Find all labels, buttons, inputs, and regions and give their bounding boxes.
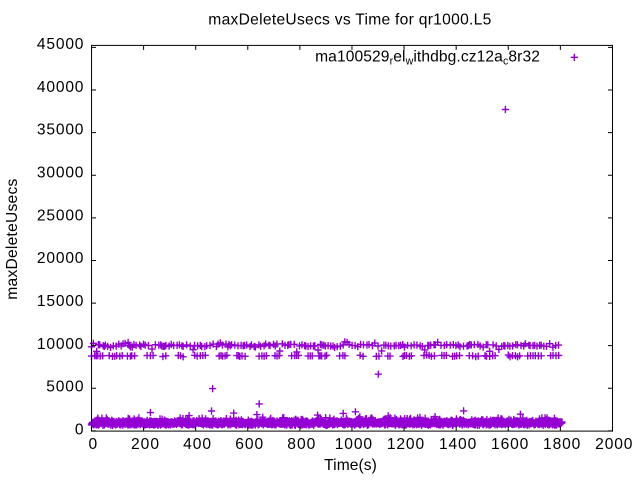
svg-text:10000: 10000: [37, 336, 84, 353]
svg-text:ma100529relwithdbg.cz12ac8r32: ma100529relwithdbg.cz12ac8r32: [315, 48, 540, 67]
svg-text:5000: 5000: [46, 379, 84, 396]
svg-text:35000: 35000: [37, 122, 84, 139]
svg-text:1200: 1200: [387, 436, 425, 453]
svg-text:45000: 45000: [37, 36, 84, 53]
svg-text:1600: 1600: [491, 436, 529, 453]
svg-text:200: 200: [131, 436, 159, 453]
svg-text:400: 400: [183, 436, 211, 453]
svg-text:0: 0: [75, 422, 84, 439]
svg-text:2000: 2000: [595, 436, 633, 453]
svg-text:1000: 1000: [335, 436, 373, 453]
svg-text:Time(s): Time(s): [324, 457, 377, 474]
svg-text:20000: 20000: [37, 250, 84, 267]
svg-text:800: 800: [287, 436, 315, 453]
svg-text:1800: 1800: [543, 436, 581, 453]
svg-text:25000: 25000: [37, 207, 84, 224]
svg-text:1400: 1400: [439, 436, 477, 453]
svg-text:40000: 40000: [37, 79, 84, 96]
svg-text:maxDeleteUsecs: maxDeleteUsecs: [4, 178, 21, 299]
svg-text:maxDeleteUsecs vs Time for qr1: maxDeleteUsecs vs Time for qr1000.L5: [208, 12, 491, 29]
svg-text:0: 0: [89, 436, 98, 453]
svg-text:15000: 15000: [37, 293, 84, 310]
svg-text:600: 600: [235, 436, 263, 453]
svg-text:30000: 30000: [37, 165, 84, 182]
